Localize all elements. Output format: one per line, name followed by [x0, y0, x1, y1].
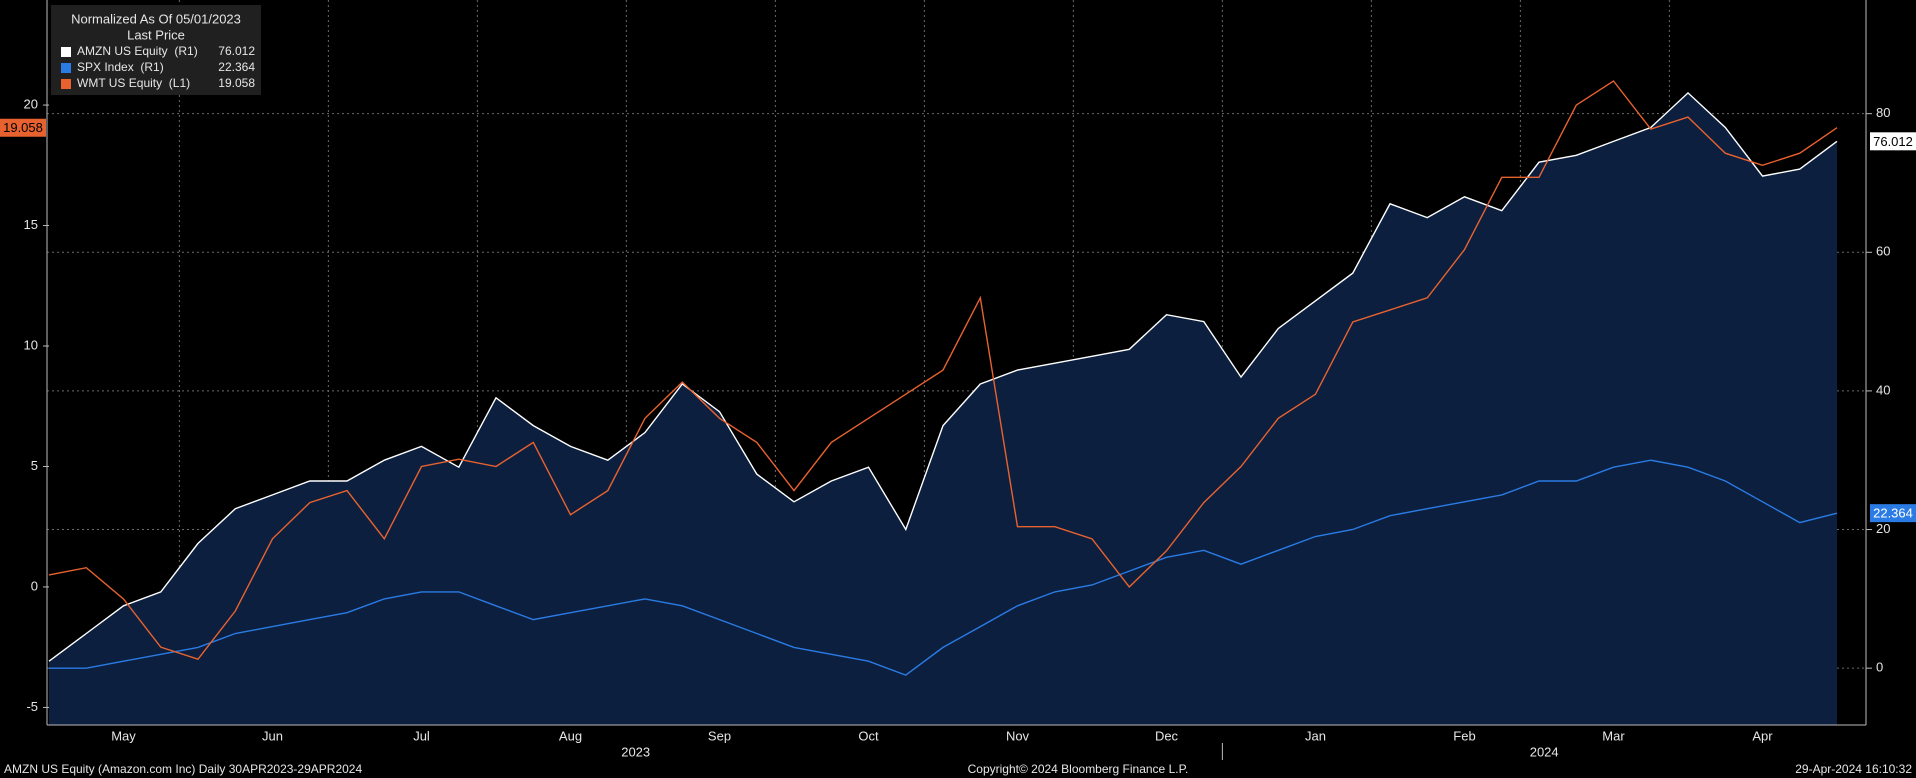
x-tick-label: Dec [1155, 728, 1179, 743]
y-tick-label: 10 [24, 337, 38, 352]
y-tick-label: 20 [24, 96, 38, 111]
area [49, 92, 1837, 725]
last-value-label: 19.058 [3, 120, 43, 135]
x-tick-label: Aug [559, 728, 582, 743]
y2-tick-label: 20 [1876, 521, 1890, 536]
legend-label: WMT US Equity (L1) [77, 76, 190, 90]
y2-tick-label: 80 [1876, 105, 1890, 120]
year-label: 2024 [1530, 744, 1559, 759]
x-tick-label: Oct [858, 728, 879, 743]
legend-swatch [61, 79, 71, 89]
line [48, 91, 1838, 662]
last-value-tag [0, 118, 46, 137]
last-value-tag [1870, 504, 1916, 523]
x-tick-label: Jan [1305, 728, 1326, 743]
legend-swatch [61, 63, 71, 73]
legend-value: 19.058 [218, 76, 255, 90]
y-tick-label: 5 [31, 458, 38, 473]
y-tick-label: -5 [26, 699, 38, 714]
legend-value: 76.012 [218, 44, 255, 58]
x-tick-label: Jun [262, 728, 283, 743]
y-tick-label: 15 [24, 217, 38, 232]
legend-label: SPX Index (R1) [77, 60, 164, 74]
last-value-label: 22.364 [1873, 506, 1913, 521]
footer-right: 29-Apr-2024 16:10:32 [1795, 762, 1912, 776]
legend-swatch [61, 47, 71, 57]
x-tick-label: Apr [1752, 728, 1773, 743]
line [48, 80, 1838, 661]
y2-tick-label: 60 [1876, 244, 1890, 259]
legend-box [51, 5, 261, 95]
x-tick-label: Nov [1006, 728, 1030, 743]
last-value-label: 76.012 [1873, 134, 1913, 149]
x-tick-label: Feb [1453, 728, 1475, 743]
x-tick-label: May [111, 728, 136, 743]
y2-tick-label: 0 [1876, 660, 1883, 675]
x-tick-label: Sep [708, 728, 731, 743]
legend-label: AMZN US Equity (R1) [77, 44, 198, 58]
y2-tick-label: 40 [1876, 382, 1890, 397]
legend-subtitle: Last Price [127, 27, 185, 42]
legend-value: 22.364 [218, 60, 255, 74]
last-value-tag [1870, 132, 1916, 151]
y-tick-label: 0 [31, 578, 38, 593]
year-label: 2023 [621, 744, 650, 759]
line [49, 459, 1838, 676]
x-tick-label: Mar [1602, 728, 1625, 743]
footer-left: AMZN US Equity (Amazon.com Inc) Daily 30… [4, 762, 362, 776]
x-tick-label: Jul [413, 728, 430, 743]
plot-area: 0 20 40 60 80 -5 0 5 10 15 20 May Jun Jul Aug Sep Oct Nov… [0, 0, 1916, 760]
legend-title: Normalized As Of 05/01/2023 [71, 11, 241, 26]
footer-center: Copyright© 2024 Bloomberg Finance L.P. [968, 762, 1189, 776]
